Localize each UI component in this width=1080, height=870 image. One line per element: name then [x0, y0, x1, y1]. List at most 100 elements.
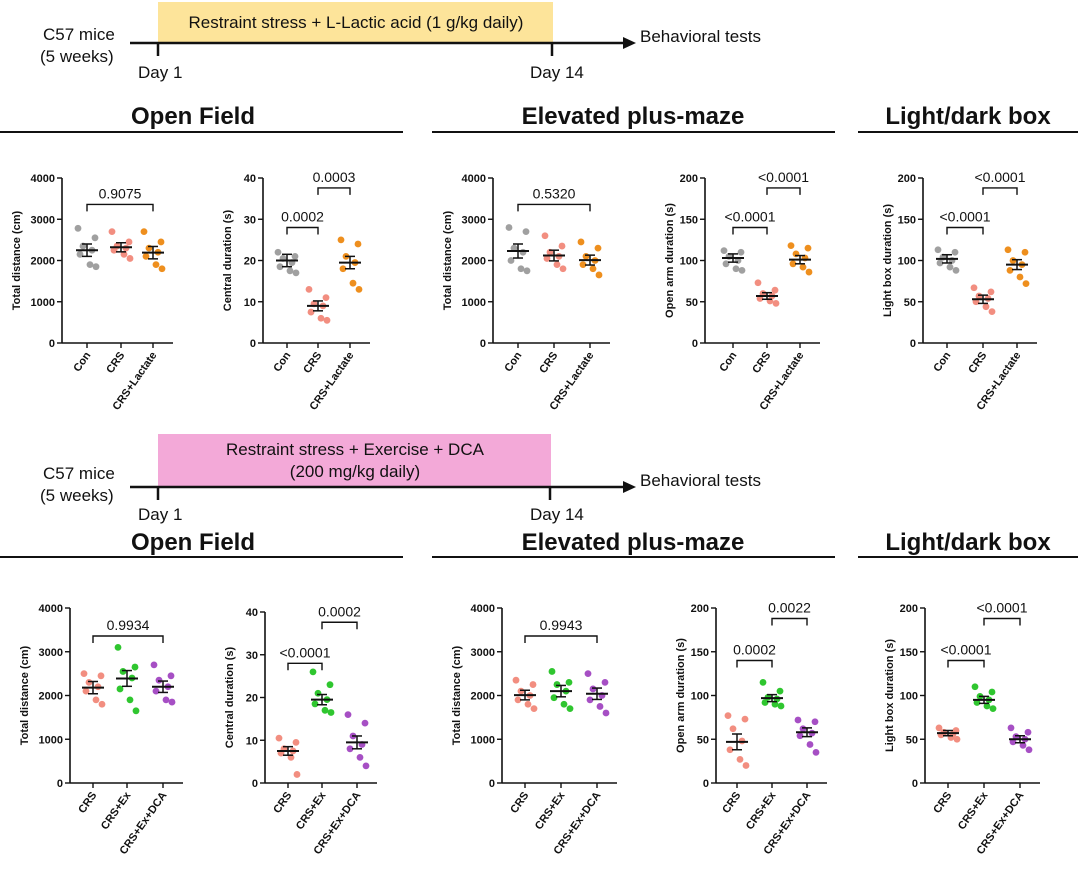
data-point — [346, 745, 354, 753]
comparison-bracket — [983, 617, 1021, 626]
data-point — [168, 698, 176, 706]
data-point — [799, 263, 807, 271]
data-point — [811, 718, 819, 726]
subject-line2: (5 weeks) — [40, 47, 114, 66]
p-value-label: <0.0001 — [940, 209, 991, 225]
y-tick-label: 10 — [246, 735, 258, 747]
data-point — [344, 711, 352, 718]
data-point — [971, 683, 979, 691]
subject-line2: (5 weeks) — [40, 486, 114, 505]
y-tick-label: 150 — [900, 647, 918, 659]
chart-epm-total-distance: 0 1000 2000 3000 4000 Total distance (cm) Con C… — [442, 173, 610, 413]
data-point — [989, 705, 997, 713]
data-point — [589, 685, 597, 693]
data-point — [565, 678, 573, 686]
y-tick-label: 2000 — [462, 256, 486, 268]
section-title-elevated-plus-maze: Elevated plus-maze — [522, 529, 745, 556]
treatment-box — [158, 434, 551, 488]
section-title-open-field: Open Field — [131, 529, 255, 556]
day-end-label: Day 14 — [530, 505, 584, 524]
data-point — [1006, 267, 1014, 274]
x-category-label: CRS — [76, 790, 99, 816]
y-tick-label: 200 — [680, 173, 698, 185]
y-tick-label: 1000 — [31, 297, 55, 309]
section-title-open-field: Open Field — [131, 103, 255, 130]
data-point — [158, 265, 166, 273]
data-point — [566, 705, 574, 713]
data-point — [548, 668, 556, 675]
data-point — [729, 725, 737, 733]
data-point — [307, 308, 315, 316]
y-tick-label: 4000 — [471, 603, 495, 615]
data-point — [356, 753, 364, 761]
data-point — [584, 670, 592, 678]
data-point — [317, 314, 325, 322]
data-point — [80, 670, 88, 678]
data-point — [126, 255, 134, 262]
data-point — [524, 700, 532, 708]
data-point — [988, 688, 996, 696]
data-point — [738, 267, 746, 274]
data-point — [951, 248, 959, 256]
comparison-bracket — [771, 617, 808, 626]
y-tick-label: 100 — [900, 691, 918, 703]
data-point — [754, 279, 762, 287]
timeline-bottom: Restraint stress + Exercise + DCA (200 m… — [40, 434, 761, 524]
data-point — [736, 755, 744, 763]
y-tick-label: 20 — [244, 256, 256, 268]
section-headers: Open Field Elevated plus-maze Light/dark… — [0, 103, 1078, 558]
data-point — [162, 696, 170, 704]
data-point — [582, 252, 590, 260]
data-point — [577, 238, 585, 246]
x-category-label: CRS — [301, 350, 324, 376]
data-point — [553, 681, 561, 688]
x-category-label: Con — [271, 350, 293, 375]
data-point — [982, 303, 990, 311]
data-point — [558, 242, 566, 250]
y-tick-label: 150 — [680, 214, 698, 226]
data-point — [777, 702, 785, 710]
data-point — [512, 676, 520, 684]
comparison-bracket — [317, 187, 351, 195]
data-point — [742, 762, 750, 769]
y-axis-label: Total distance (cm) — [451, 645, 463, 745]
data-point — [935, 724, 943, 732]
y-axis-label: Total distance (cm) — [442, 210, 454, 310]
y-tick-label: 0 — [49, 338, 55, 350]
p-value-label: 0.0022 — [768, 600, 811, 616]
day-start-label: Day 1 — [138, 63, 182, 82]
data-point — [125, 238, 133, 246]
data-point — [292, 738, 300, 746]
y-tick-label: 100 — [691, 691, 709, 703]
data-point — [92, 263, 100, 271]
timeline-arrowhead — [623, 481, 636, 493]
data-point — [1025, 746, 1033, 754]
x-category-label: CRS — [537, 350, 560, 376]
chart-ldb-light-box-duration: 0 50 100 150 200 Light box duration (s) Con CRS… — [882, 169, 1037, 413]
timeline-arrowhead — [623, 37, 636, 49]
data-point — [309, 668, 317, 676]
y-tick-label: 3000 — [462, 214, 486, 226]
comparison-bracket — [766, 187, 801, 195]
y-tick-label: 100 — [898, 256, 916, 268]
data-point — [120, 250, 128, 258]
data-point — [543, 255, 551, 262]
data-point — [804, 244, 812, 252]
y-tick-label: 4000 — [39, 603, 63, 615]
data-point — [1024, 728, 1032, 736]
data-point — [305, 285, 313, 293]
data-point — [132, 707, 140, 715]
data-point — [772, 300, 780, 307]
y-tick-label: 2000 — [471, 691, 495, 703]
data-point — [952, 267, 960, 274]
data-point — [1019, 741, 1027, 749]
comparison-bracket — [86, 203, 154, 212]
y-tick-label: 0 — [252, 778, 258, 790]
data-point — [812, 748, 820, 756]
y-tick-label: 1000 — [39, 734, 63, 746]
comparison-bracket — [321, 621, 358, 630]
data-point — [85, 678, 93, 686]
